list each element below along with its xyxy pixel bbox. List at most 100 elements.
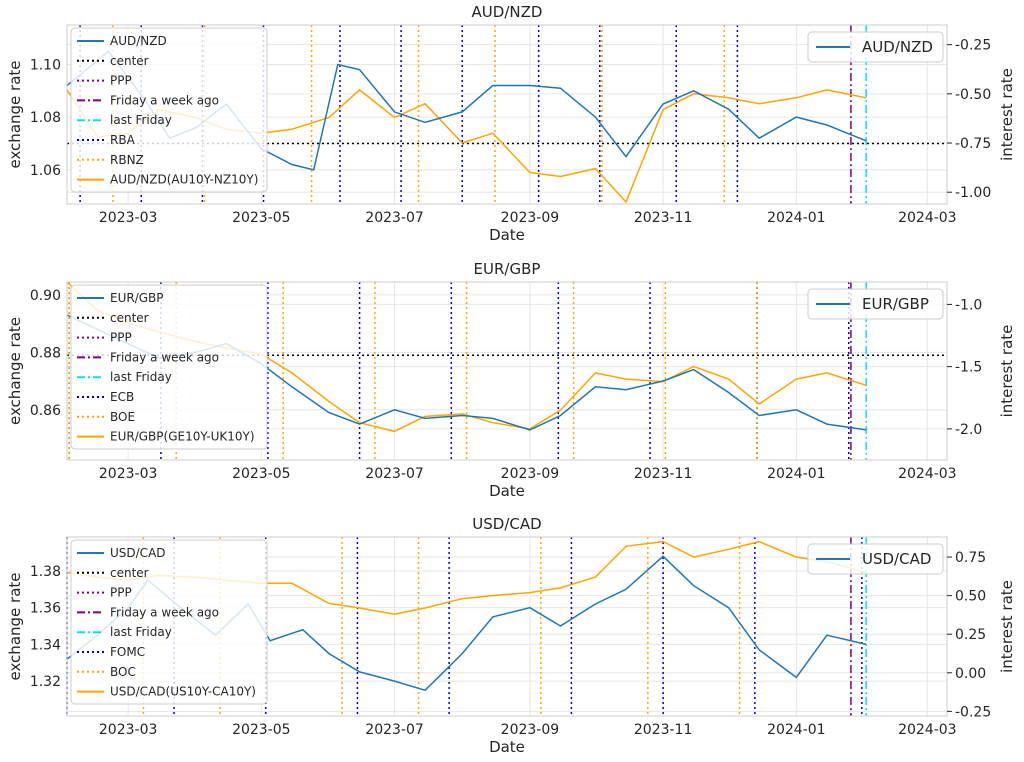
y-axis-label: exchange rate (6, 317, 24, 425)
x-axis-label: Date (489, 482, 525, 500)
x-tick-label: 2024-03 (898, 466, 957, 482)
plot-frame (66, 281, 948, 461)
x-tick-label: 2023-07 (365, 722, 424, 738)
legend-entry-label: PPP (110, 331, 132, 345)
legend: EUR/GBP center PPP Friday a week ago last Fr… (70, 284, 268, 450)
legend-box (70, 284, 268, 450)
legend-entry-label: Friday a week ago (110, 605, 219, 619)
y-tick-label: 1.36 (30, 601, 61, 617)
legend-entry-label: center (110, 566, 149, 580)
x-tick-label: 2024-01 (767, 210, 826, 226)
y2-tick-label: 0.00 (955, 666, 986, 682)
x-tick-label: 2024-01 (767, 722, 826, 738)
y2-tick-label: -1.5 (955, 360, 982, 376)
y2-tick-label: -1.00 (955, 185, 991, 201)
x-tick-label: 2023-09 (501, 210, 560, 226)
chart-panel: 2023-03 2023-05 2023-07 2023-09 2023-11 2024-… (6, 515, 1016, 756)
legend-secondary: EUR/GBP (807, 288, 944, 320)
y-tick-label: 1.34 (30, 637, 61, 653)
legend-secondary: USD/CAD (807, 543, 944, 575)
y2-tick-label: -0.75 (955, 136, 991, 152)
chart-panel: 2023-03 2023-05 2023-07 2023-09 2023-11 2024-… (6, 3, 1016, 244)
x-tick-label: 2024-03 (898, 210, 957, 226)
chart-title: AUD/NZD (472, 3, 543, 21)
x-tick-label: 2023-11 (634, 722, 693, 738)
x-axis-label: Date (489, 226, 525, 244)
x-tick-label: 2023-09 (501, 466, 560, 482)
y2-tick-label: -1.0 (955, 297, 982, 313)
legend-entry-label: PPP (110, 586, 132, 600)
y-axis-label: exchange rate (6, 572, 24, 680)
legend-entry-label: AUD/NZD(AU10Y-NZ10Y) (110, 173, 258, 187)
legend-secondary-label: AUD/NZD (862, 38, 933, 56)
legend-entry-label: Friday a week ago (110, 93, 219, 107)
legend-box (70, 27, 268, 193)
y-tick-label: 1.08 (30, 110, 61, 126)
plot-frame (66, 24, 948, 205)
y-tick-label: 0.90 (30, 288, 61, 304)
legend-entry-label: last Friday (110, 625, 172, 639)
y2-tick-label: 0.25 (955, 627, 986, 643)
legend-box (70, 539, 268, 705)
y2-axis-label: interest rate (998, 325, 1016, 418)
legend-entry-label: center (110, 311, 149, 325)
legend-entry-label: last Friday (110, 370, 172, 384)
x-tick-label: 2023-11 (634, 466, 693, 482)
x-tick-label: 2023-05 (232, 466, 291, 482)
x-tick-label: 2023-03 (99, 466, 158, 482)
x-tick-label: 2023-05 (232, 210, 291, 226)
legend-entry-label: BOE (110, 410, 135, 424)
legend-entry-label: USD/CAD(US10Y-CA10Y) (110, 685, 256, 699)
legend-entry-label: BOC (110, 665, 136, 679)
legend-entry-label: EUR/GBP(GE10Y-UK10Y) (110, 430, 255, 444)
legend-secondary-label: EUR/GBP (862, 295, 929, 313)
y2-axis-label: interest rate (998, 580, 1016, 673)
x-tick-label: 2023-05 (232, 722, 291, 738)
y2-tick-label: -0.50 (955, 87, 991, 103)
legend-entry-label: AUD/NZD (110, 34, 167, 48)
legend-secondary: AUD/NZD (807, 31, 944, 63)
x-tick-label: 2023-07 (365, 466, 424, 482)
legend-entry-label: ECB (110, 390, 134, 404)
y-tick-label: 0.88 (30, 345, 61, 361)
x-tick-label: 2023-11 (634, 210, 693, 226)
x-tick-label: 2024-01 (767, 466, 826, 482)
y-axis-label: exchange rate (6, 60, 24, 168)
x-tick-label: 2023-03 (99, 722, 158, 738)
chart-title: USD/CAD (472, 515, 541, 533)
legend: AUD/NZD center PPP Friday a week ago last Fr… (70, 27, 268, 193)
x-tick-label: 2023-03 (99, 210, 158, 226)
y2-axis-label: interest rate (998, 68, 1016, 161)
legend-entry-label: RBA (110, 133, 136, 147)
legend-secondary-box (807, 543, 944, 575)
legend-secondary-box (807, 31, 944, 63)
legend-secondary-label: USD/CAD (862, 550, 931, 568)
x-tick-label: 2023-09 (501, 722, 560, 738)
legend-entry-label: last Friday (110, 113, 172, 127)
x-tick-label: 2024-03 (898, 722, 957, 738)
x-tick-label: 2023-07 (365, 210, 424, 226)
legend-entry-label: center (110, 54, 149, 68)
legend-entry-label: Friday a week ago (110, 350, 219, 364)
legend-entry-label: RBNZ (110, 153, 144, 167)
y-tick-label: 1.38 (30, 564, 61, 580)
chart-title: EUR/GBP (474, 260, 541, 278)
chart-panel: 2023-03 2023-05 2023-07 2023-09 2023-11 2024-… (6, 260, 1016, 500)
y2-tick-label: -0.25 (955, 38, 991, 54)
legend-entry-label: USD/CAD (110, 546, 166, 560)
y2-tick-label: -2.0 (955, 422, 982, 438)
y2-tick-label: 0.75 (955, 550, 986, 566)
y-tick-label: 1.32 (30, 674, 61, 690)
y2-tick-label: -0.25 (955, 704, 991, 720)
legend: USD/CAD center PPP Friday a week ago last Fr… (70, 539, 268, 705)
y-tick-label: 1.06 (30, 163, 61, 179)
legend-secondary-box (807, 288, 944, 320)
legend-entry-label: FOMC (110, 645, 145, 659)
legend-entry-label: PPP (110, 74, 132, 88)
legend-entry-label: EUR/GBP (110, 291, 164, 305)
y-tick-label: 0.86 (30, 403, 61, 419)
plot-frame (66, 536, 948, 717)
y-tick-label: 1.10 (30, 57, 61, 73)
y2-tick-label: 0.50 (955, 589, 986, 605)
